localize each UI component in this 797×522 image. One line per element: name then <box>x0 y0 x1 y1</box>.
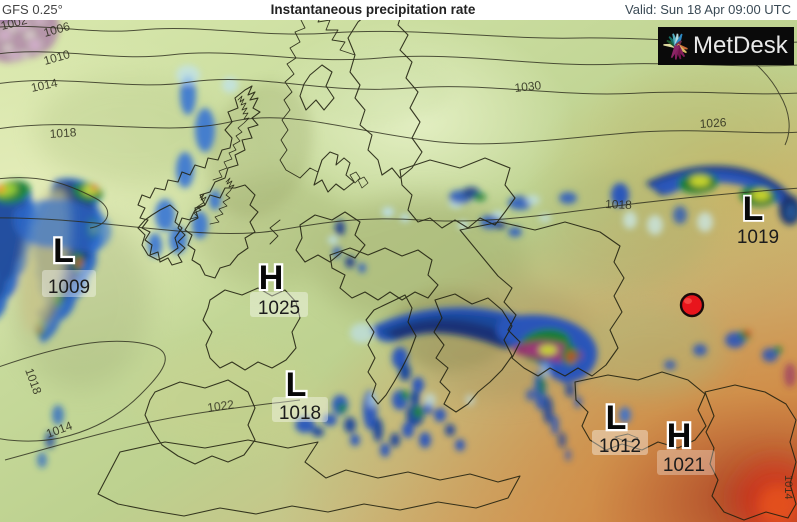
svg-text:L: L <box>606 399 627 437</box>
svg-text:1019: 1019 <box>737 227 779 248</box>
svg-text:1030: 1030 <box>514 78 542 95</box>
svg-text:MetDesk: MetDesk <box>693 32 789 59</box>
svg-text:H: H <box>259 259 284 297</box>
svg-text:1018: 1018 <box>49 125 77 141</box>
svg-text:1018: 1018 <box>279 403 321 424</box>
svg-text:1026: 1026 <box>699 115 727 131</box>
svg-text:1025: 1025 <box>258 298 300 319</box>
svg-text:L: L <box>743 190 764 228</box>
svg-text:H: H <box>667 417 692 455</box>
svg-text:1018: 1018 <box>605 197 632 212</box>
svg-text:1014: 1014 <box>782 475 794 499</box>
svg-text:1012: 1012 <box>599 436 641 457</box>
svg-text:L: L <box>53 232 73 270</box>
svg-text:1009: 1009 <box>48 277 90 298</box>
svg-text:L: L <box>286 366 307 404</box>
svg-text:1021: 1021 <box>663 455 705 476</box>
